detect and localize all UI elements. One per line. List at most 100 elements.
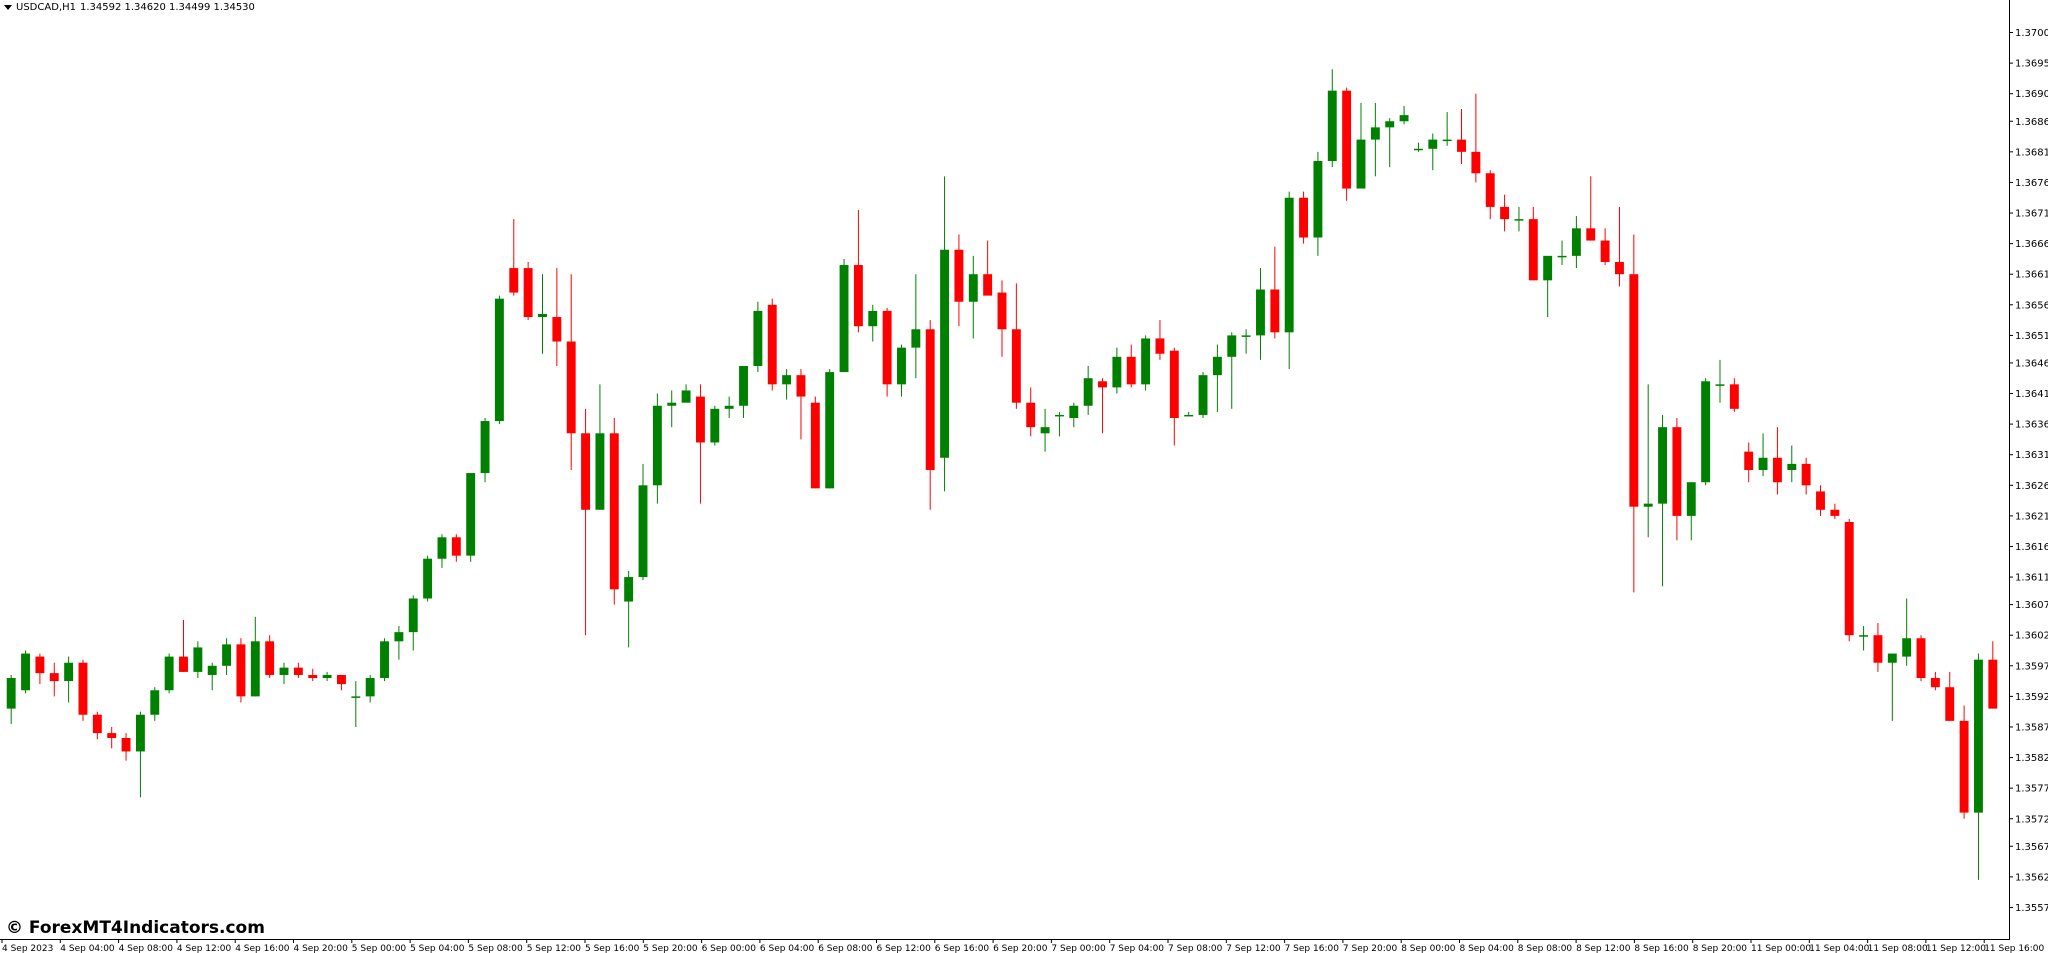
bullish-candle[interactable] [1141,338,1151,385]
bullish-candle[interactable] [1658,427,1667,504]
bullish-candle[interactable] [193,647,203,672]
bullish-candle[interactable] [1184,414,1194,417]
triangle-down-icon[interactable] [4,5,12,10]
bullish-candle[interactable] [1902,638,1912,657]
bearish-candle[interactable] [78,662,88,715]
bullish-candle[interactable] [782,375,792,385]
bullish-candle[interactable] [64,662,74,682]
bearish-candle[interactable] [1098,381,1107,388]
bullish-candle[interactable] [1212,356,1222,376]
bullish-candle[interactable] [21,653,30,691]
bullish-candle[interactable] [1557,255,1567,258]
bullish-candle[interactable] [1054,414,1064,417]
bearish-candle[interactable] [107,733,117,738]
bearish-candle[interactable] [1772,457,1782,483]
bullish-candle[interactable] [1399,115,1409,122]
bearish-candle[interactable] [1801,463,1811,486]
bearish-candle[interactable] [1011,329,1021,403]
bearish-candle[interactable] [509,268,519,293]
bullish-candle[interactable] [380,641,389,679]
bearish-candle[interactable] [1945,687,1955,721]
bullish-candle[interactable] [351,696,361,698]
bullish-candle[interactable] [6,678,16,709]
bearish-candle[interactable] [882,310,892,385]
bearish-candle[interactable] [796,375,806,397]
bearish-candle[interactable] [1299,197,1309,238]
bullish-candle[interactable] [135,714,145,752]
bullish-candle[interactable] [322,674,332,679]
bullish-candle[interactable] [1313,161,1323,238]
bullish-candle[interactable] [868,310,878,327]
bearish-candle[interactable] [1270,289,1280,333]
bullish-candle[interactable] [408,598,418,633]
bullish-candle[interactable] [595,433,605,510]
bearish-candle[interactable] [1916,638,1926,679]
bullish-candle[interactable] [1887,653,1897,663]
bullish-candle[interactable] [250,641,260,697]
bullish-candle[interactable] [437,537,447,559]
bullish-candle[interactable] [1974,659,1983,813]
bullish-candle[interactable] [1715,384,1725,386]
bullish-candle[interactable] [1069,405,1079,418]
bearish-candle[interactable] [810,402,820,489]
bullish-candle[interactable] [394,632,404,642]
bullish-candle[interactable] [1701,381,1711,483]
bearish-candle[interactable] [236,644,246,697]
bullish-candle[interactable] [1413,148,1423,151]
bearish-candle[interactable] [451,537,461,556]
bearish-candle[interactable] [265,641,275,675]
bearish-candle[interactable] [1126,356,1136,385]
bullish-candle[interactable] [825,372,835,489]
bullish-candle[interactable] [423,558,433,599]
bullish-candle[interactable] [1686,482,1696,516]
bearish-candle[interactable] [853,265,863,327]
bearish-candle[interactable] [1988,659,1998,709]
bearish-candle[interactable] [1744,451,1754,470]
bearish-candle[interactable] [1672,427,1682,516]
bullish-candle[interactable] [624,577,634,602]
bullish-candle[interactable] [1241,335,1251,337]
bearish-candle[interactable] [308,674,318,679]
bullish-candle[interactable] [538,313,547,318]
bearish-candle[interactable] [179,656,188,672]
bearish-candle[interactable] [1169,350,1179,418]
bullish-candle[interactable] [466,473,476,556]
bullish-candle[interactable] [940,249,950,458]
bullish-candle[interactable] [710,408,720,443]
bearish-candle[interactable] [1930,678,1940,688]
bullish-candle[interactable] [1284,197,1294,333]
bearish-candle[interactable] [1457,139,1466,152]
bullish-candle[interactable] [968,274,978,302]
bearish-candle[interactable] [1342,90,1352,189]
bearish-candle[interactable] [121,737,131,752]
bullish-candle[interactable] [1198,375,1208,415]
bullish-candle[interactable] [1356,139,1366,189]
bearish-candle[interactable] [1600,240,1610,262]
bullish-candle[interactable] [1758,457,1768,470]
bearish-candle[interactable] [767,304,777,385]
bearish-candle[interactable] [1816,491,1825,510]
bullish-candle[interactable] [1787,463,1797,470]
bullish-candle[interactable] [839,265,849,373]
bearish-candle[interactable] [695,396,705,443]
bullish-candle[interactable] [1327,90,1337,162]
bullish-candle[interactable] [279,667,289,675]
bullish-candle[interactable] [222,644,232,666]
bullish-candle[interactable] [207,665,217,675]
bearish-candle[interactable] [1830,509,1840,516]
bullish-candle[interactable] [1040,427,1050,434]
bearish-candle[interactable] [1959,720,1969,813]
bearish-candle[interactable] [1615,261,1624,275]
bearish-candle[interactable] [983,274,993,296]
bearish-candle[interactable] [1729,384,1739,409]
bearish-candle[interactable] [1844,522,1854,636]
bearish-candle[interactable] [92,714,102,734]
bullish-candle[interactable] [1083,378,1093,406]
bearish-candle[interactable] [49,673,59,682]
bearish-candle[interactable] [581,433,591,510]
bearish-candle[interactable] [523,268,533,318]
bearish-candle[interactable] [1026,402,1036,428]
bullish-candle[interactable] [1112,356,1122,388]
bearish-candle[interactable] [1471,151,1481,174]
bullish-candle[interactable] [652,405,662,486]
